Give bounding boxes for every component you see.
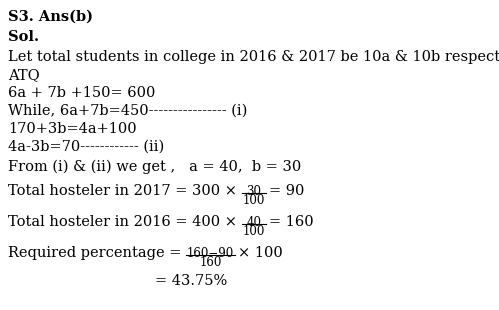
- Text: 6a + 7b +150= 600: 6a + 7b +150= 600: [8, 86, 155, 100]
- Text: Required percentage =: Required percentage =: [8, 246, 186, 260]
- Text: 100: 100: [243, 225, 265, 238]
- Text: 160: 160: [200, 256, 222, 269]
- Text: Let total students in college in 2016 & 2017 be 10a & 10b respectively.: Let total students in college in 2016 & …: [8, 50, 499, 64]
- Text: While, 6a+7b=450---------------- (i): While, 6a+7b=450---------------- (i): [8, 104, 248, 118]
- Text: 30: 30: [247, 185, 261, 198]
- Text: 170+3b=4a+100: 170+3b=4a+100: [8, 122, 137, 136]
- Text: 4a-3b=70------------ (ii): 4a-3b=70------------ (ii): [8, 140, 164, 154]
- Text: = 160: = 160: [269, 215, 314, 229]
- Text: 40: 40: [247, 216, 261, 229]
- Text: Sol.: Sol.: [8, 30, 39, 44]
- Text: × 100: × 100: [238, 246, 283, 260]
- Text: S3. Ans(b): S3. Ans(b): [8, 10, 93, 24]
- Text: Total hosteler in 2017 = 300 ×: Total hosteler in 2017 = 300 ×: [8, 184, 242, 198]
- Text: From (i) & (ii) we get ,   a = 40,  b = 30: From (i) & (ii) we get , a = 40, b = 30: [8, 160, 301, 175]
- Text: 160−90: 160−90: [187, 247, 234, 260]
- Text: Total hosteler in 2016 = 400 ×: Total hosteler in 2016 = 400 ×: [8, 215, 242, 229]
- Text: = 43.75%: = 43.75%: [155, 274, 227, 288]
- Text: = 90: = 90: [269, 184, 304, 198]
- Text: 100: 100: [243, 194, 265, 207]
- Text: ATQ: ATQ: [8, 68, 40, 82]
